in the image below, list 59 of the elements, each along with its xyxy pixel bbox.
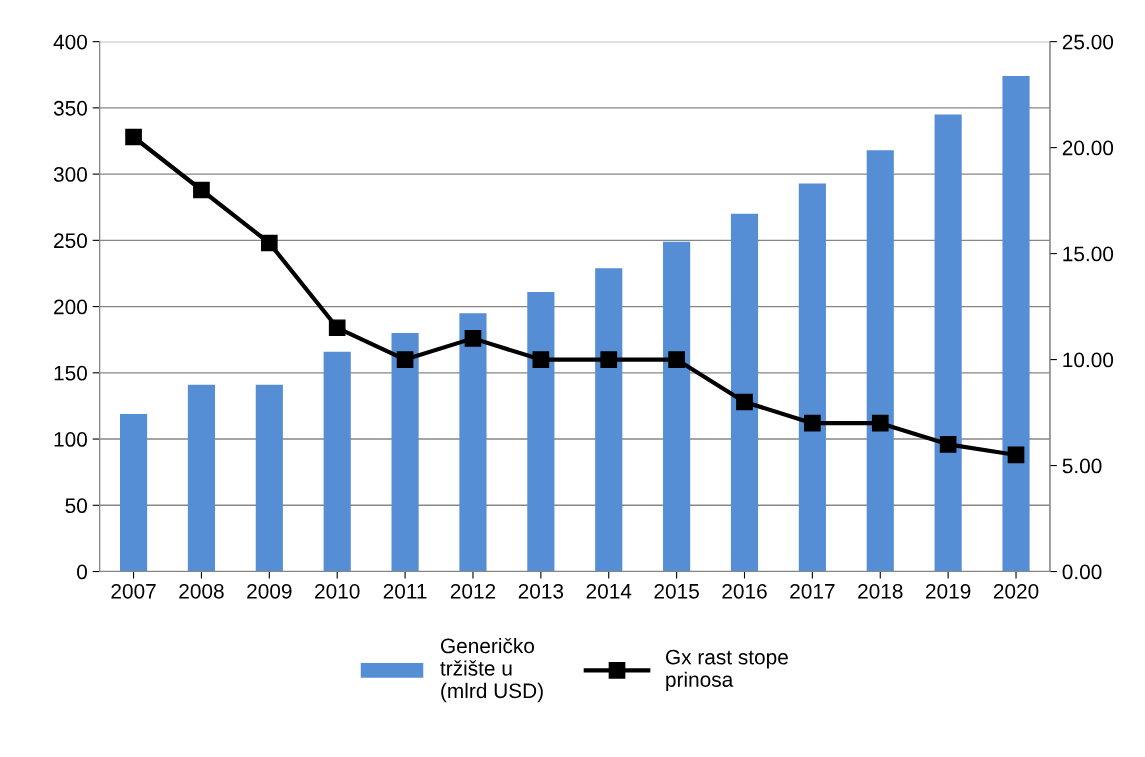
bar (595, 268, 623, 572)
point (804, 414, 821, 432)
bar (798, 183, 826, 572)
x-tick-label: 2010 (315, 583, 360, 599)
point (668, 351, 685, 368)
y-tick-label: 150 (54, 365, 87, 381)
bar (119, 413, 148, 572)
y2-tick-label: 15.00 (1063, 246, 1114, 262)
bar (187, 384, 216, 572)
point (736, 393, 753, 411)
x-tick-label: 2019 (926, 583, 971, 599)
legend-label: Gx rast stope prinosa (665, 649, 788, 692)
x-tick-label: 2015 (654, 583, 699, 599)
x-tick-label: 2007 (111, 583, 156, 599)
point (193, 181, 210, 199)
x-tick-label: 2016 (722, 583, 767, 599)
point (600, 351, 618, 368)
point (396, 351, 414, 368)
point (260, 234, 278, 252)
y2-tick-label: 20.00 (1062, 140, 1114, 156)
bar (663, 241, 691, 572)
bar (459, 313, 487, 572)
y-tick-label: 300 (53, 167, 87, 182)
point (464, 330, 482, 347)
bar (730, 213, 759, 572)
point (328, 319, 346, 337)
y2-tick-label: 10.00 (1063, 352, 1114, 368)
point (125, 128, 142, 146)
bar (1002, 76, 1030, 572)
y-tick-label: 200 (54, 299, 87, 315)
y-tick-label: 100 (54, 432, 87, 447)
y-tick-label: 0 (77, 564, 87, 580)
x-tick-label: 2017 (790, 583, 835, 599)
y2-tick-label: 0.00 (1062, 564, 1102, 580)
bar (255, 384, 283, 572)
bar (934, 114, 962, 572)
bar (391, 333, 419, 572)
x-tick-label: 2020 (993, 583, 1039, 599)
x-tick-label: 2009 (247, 583, 292, 599)
legend-label: Generičko tržište u (mlrd USD) (440, 637, 543, 703)
bar (527, 292, 555, 572)
bar (323, 351, 351, 572)
point (939, 436, 957, 453)
y-tick-label: 250 (54, 233, 87, 249)
point (532, 351, 550, 368)
point (1007, 446, 1025, 464)
y2-tick-label: 25.00 (1062, 34, 1114, 50)
y2-tick-label: 5.00 (1062, 458, 1102, 474)
y-tick-label: 50 (65, 498, 87, 514)
x-tick-label: 2018 (858, 583, 903, 599)
y-tick-label: 400 (53, 34, 87, 50)
bar (866, 150, 894, 572)
y-tick-label: 350 (53, 100, 87, 116)
x-tick-label: 2013 (518, 583, 564, 599)
x-tick-label: 2008 (179, 583, 224, 599)
x-tick-label: 2012 (450, 583, 496, 599)
x-tick-label: 2011 (383, 583, 427, 599)
x-tick-label: 2014 (586, 583, 632, 599)
point (871, 414, 889, 432)
